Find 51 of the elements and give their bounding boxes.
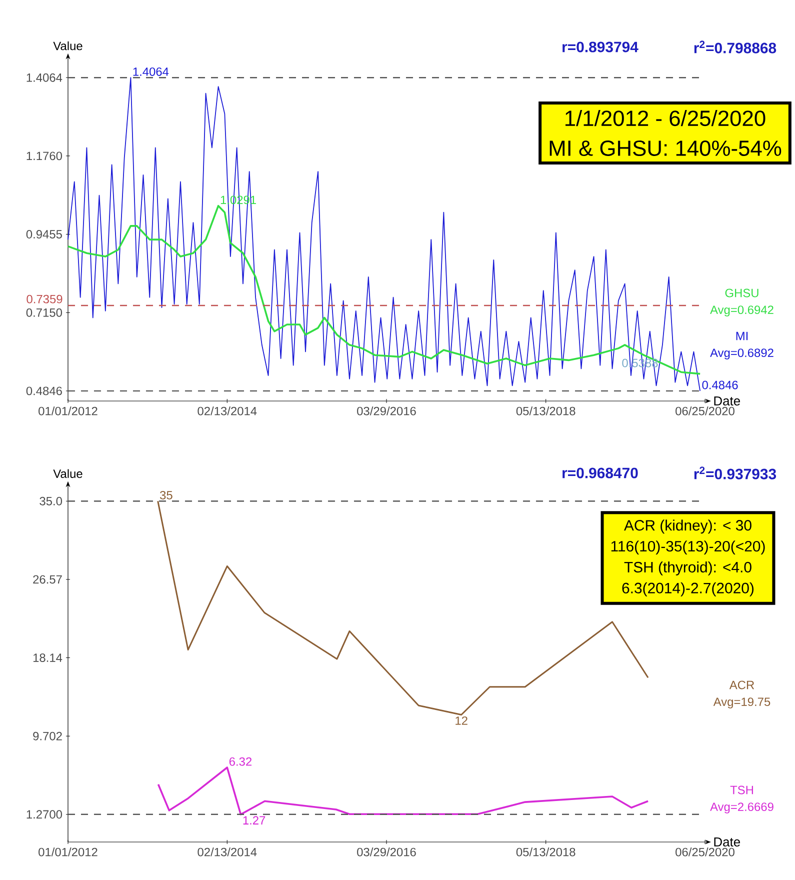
text: MI xyxy=(736,332,748,340)
x-tick-label: 03/29/2016 xyxy=(357,406,416,416)
x-tick-label: 03/29/2016 xyxy=(357,848,416,856)
text: Avg=0.6892 xyxy=(710,348,774,360)
x-tick-label: 01/01/2012 xyxy=(38,848,98,856)
text: ACR xyxy=(729,680,754,690)
text: r=0.893794 xyxy=(562,42,638,52)
x-tick-label: 05/13/2018 xyxy=(516,848,576,856)
annotation: ACR (kidney): < 30 xyxy=(624,520,752,534)
y-tick-label: 35.0 xyxy=(40,496,62,506)
x-tick-label: 06/25/2020 xyxy=(676,406,734,416)
y-tick-label: 1.1760 xyxy=(26,152,62,160)
y-tick-label: 1.4064 xyxy=(26,73,62,82)
x-tick-label: 06/25/2020 xyxy=(676,848,734,856)
x-axis-title: Date xyxy=(714,837,740,847)
annotation: 6.3(2014)-2.7(2020) xyxy=(622,582,754,596)
annotation: TSH (thyroid): <4.0 xyxy=(624,561,752,576)
y-axis-title: Value xyxy=(53,469,82,478)
x-tick-label: 01/01/2012 xyxy=(38,406,98,416)
y-tick-label: 0.4846 xyxy=(26,386,62,396)
y-tick-label: 26.57 xyxy=(33,575,62,584)
annotation: 1.27 xyxy=(243,816,266,824)
y-tick-label: 18.14 xyxy=(33,653,62,662)
y-axis-title: Value xyxy=(53,41,82,50)
x-tick-label: 02/13/2014 xyxy=(198,406,257,416)
annotation: 1.4064 xyxy=(133,67,169,76)
text: GHSU xyxy=(725,288,758,298)
y-tick-label: 9.702 xyxy=(33,732,62,740)
text: r$^{2}$=0.798868 xyxy=(694,40,776,54)
line-series xyxy=(67,204,701,375)
x-axis-title: Date xyxy=(714,396,740,406)
line-series xyxy=(157,766,649,816)
text: r$^{2}$=0.937933 xyxy=(694,466,776,480)
annotation: 0.4846 xyxy=(702,380,738,390)
text: TSH xyxy=(730,786,753,794)
x-tick-label: 05/13/2018 xyxy=(516,406,576,416)
annotation: 116(10)-35(13)-20(<20) xyxy=(611,540,765,554)
y-tick-label: 0.7150 xyxy=(26,308,62,317)
annotation: 35 xyxy=(160,490,172,500)
text: Avg=2.6669 xyxy=(710,802,774,814)
text: Avg=0.6942 xyxy=(710,306,774,316)
y-tick-label: 1.2700 xyxy=(26,810,62,819)
text: r=0.968470 xyxy=(562,468,638,478)
ref-line-label: 0.7359 xyxy=(26,294,62,304)
annotation: 1/1/2012 - 6/25/2020 xyxy=(566,110,766,126)
x-tick-label: 02/13/2014 xyxy=(198,848,257,856)
annotation: 6.32 xyxy=(229,757,252,766)
text: Avg=19.75 xyxy=(713,698,770,708)
y-tick-label: 0.9455 xyxy=(26,230,62,238)
annotation: MI & GHSU: 140%-54% xyxy=(550,140,782,156)
annotation: 12 xyxy=(456,716,468,725)
